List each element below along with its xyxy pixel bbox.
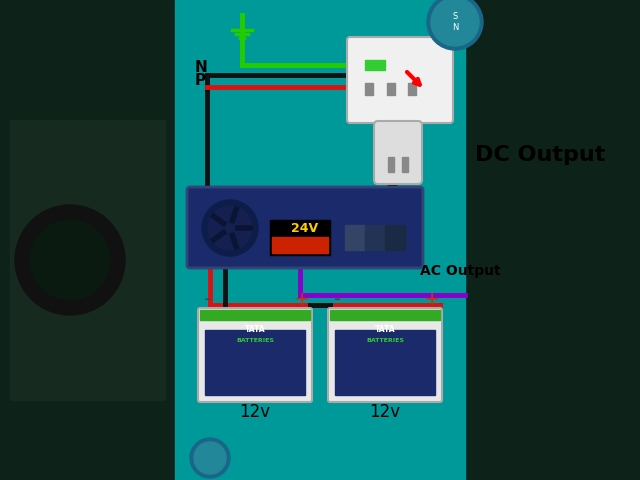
Text: +: + [294,290,310,309]
Text: -: - [204,290,212,309]
Bar [10,120,165,400]
Bar [365,83,373,95]
FancyBboxPatch shape [347,37,453,123]
Bar [460,120,640,190]
Circle shape [427,0,483,50]
Circle shape [190,438,230,478]
Text: DC Output: DC Output [475,145,605,165]
Text: 12v: 12v [239,403,271,421]
Bar [365,225,385,250]
Text: AC Output: AC Output [420,264,500,278]
Text: TATA: TATA [244,325,266,335]
Circle shape [202,200,258,256]
Bar [385,225,405,250]
Bar [272,237,328,253]
Circle shape [208,206,252,250]
Text: S
N: S N [452,12,458,32]
Text: BATTERIES: BATTERIES [236,337,274,343]
Text: 24V: 24V [291,221,319,235]
Text: -: - [335,290,342,309]
Bar [200,310,310,320]
Bar [402,157,408,172]
Circle shape [30,220,110,300]
Bar [0,0,175,480]
Text: BATTERIES: BATTERIES [366,337,404,343]
Bar [408,83,416,95]
Circle shape [194,442,226,474]
Bar [175,0,465,480]
Bar [205,330,305,395]
Bar [330,310,440,320]
Bar [345,225,365,250]
FancyBboxPatch shape [198,308,312,402]
Bar [387,83,395,95]
Text: N: N [195,60,208,75]
Bar [465,0,640,480]
Text: TATA: TATA [374,325,396,335]
Text: 12v: 12v [369,403,401,421]
FancyBboxPatch shape [328,308,442,402]
Bar [365,60,385,70]
Text: P: P [195,73,206,88]
Circle shape [431,0,479,46]
Bar [335,330,435,395]
Circle shape [15,205,125,315]
Bar [388,157,394,172]
FancyBboxPatch shape [187,187,423,268]
Text: +: + [424,290,440,309]
Bar [270,220,330,255]
FancyBboxPatch shape [374,121,422,184]
